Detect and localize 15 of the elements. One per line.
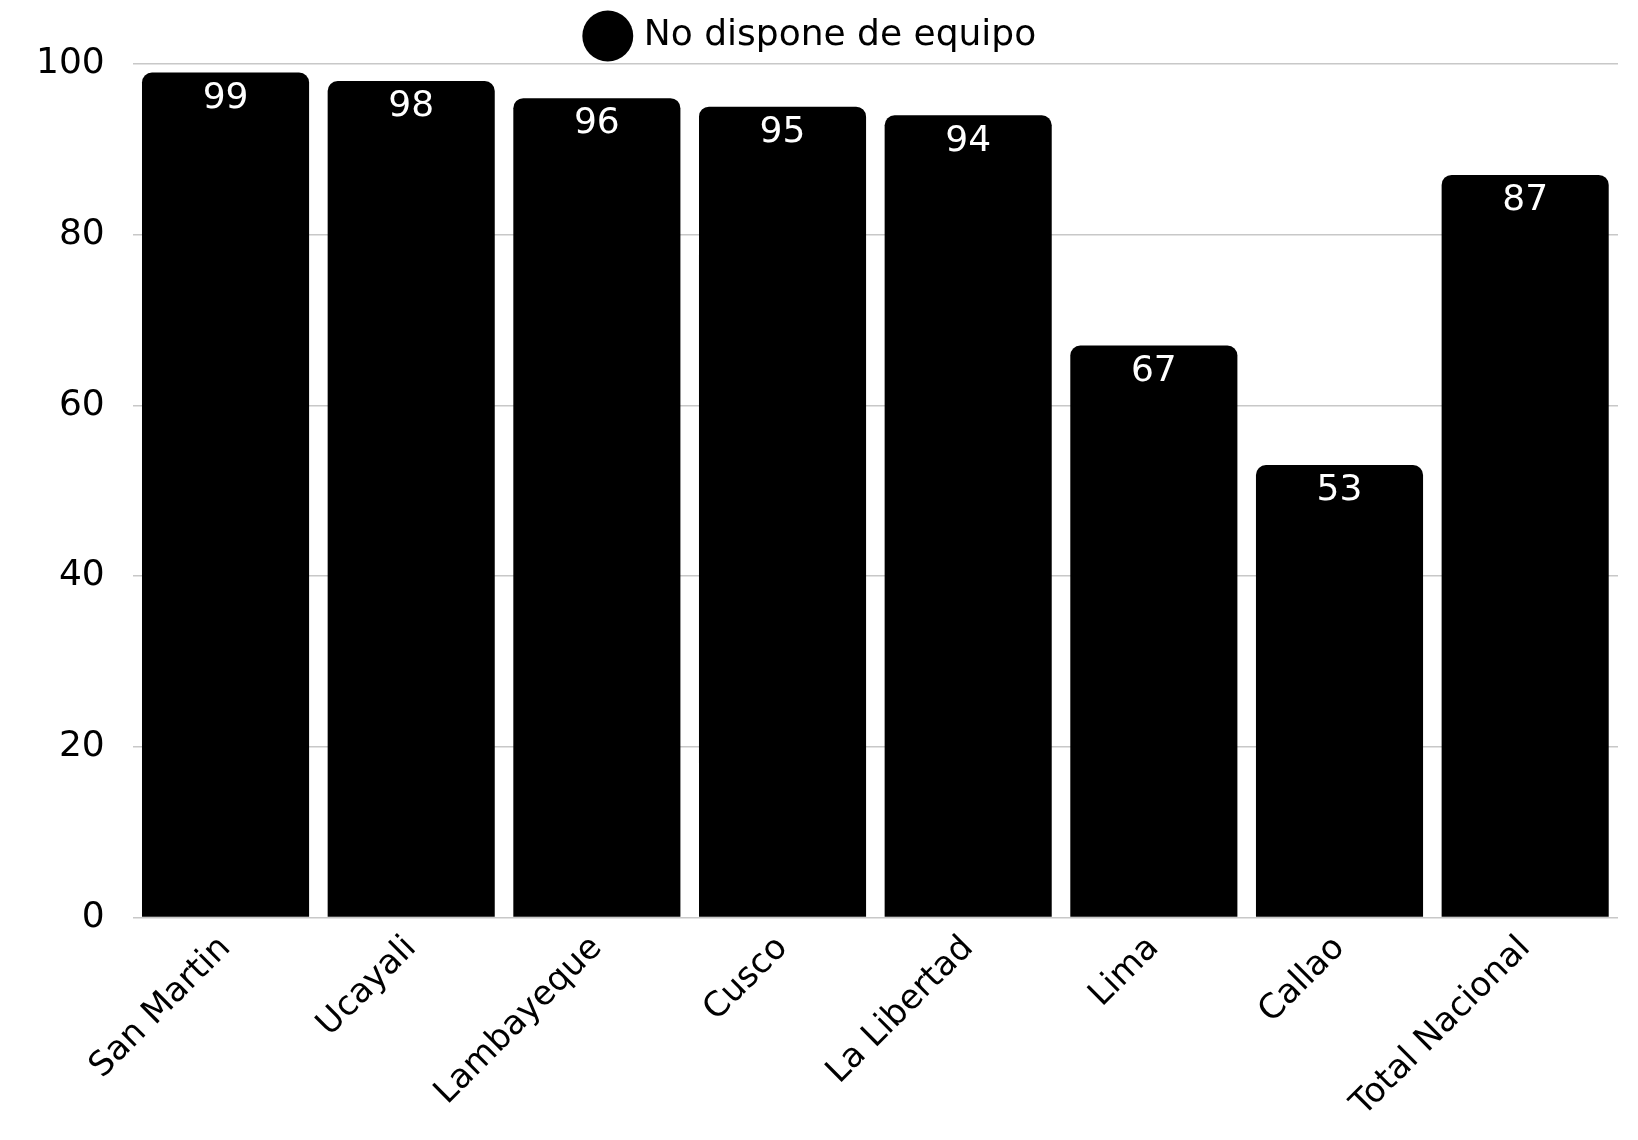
y-tick-label: 80 [58, 211, 105, 253]
y-tick-label: 60 [58, 381, 105, 423]
data-label: 98 [388, 83, 435, 125]
data-label: 95 [759, 109, 806, 151]
data-label: 94 [945, 117, 992, 159]
y-tick-label: 20 [58, 723, 105, 765]
data-label: 53 [1316, 467, 1363, 509]
y-tick-label: 100 [35, 40, 105, 82]
legend-label: No dispone de equipo [643, 12, 1037, 54]
y-tick-label: 40 [58, 552, 105, 594]
y-tick-label: 0 [81, 893, 105, 935]
data-label: 99 [202, 74, 249, 116]
data-label: 96 [573, 100, 620, 142]
data-label: 67 [1130, 347, 1177, 389]
data-label: 87 [1502, 177, 1549, 219]
